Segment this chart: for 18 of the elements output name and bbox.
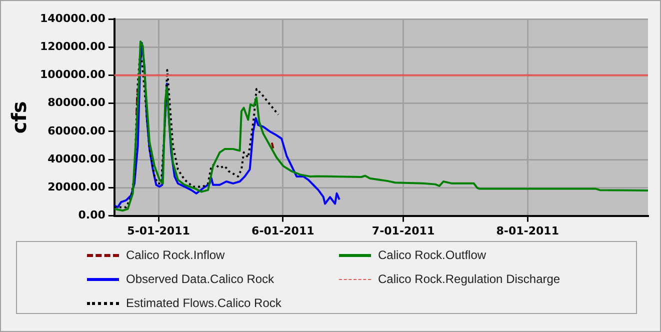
legend-label: Observed Data.Calico Rock [126, 272, 274, 286]
x-tick-label: 8-01-2011 [496, 224, 559, 238]
y-tick-label: 80000.00 [48, 96, 106, 110]
y-tick-label: 120000.00 [40, 40, 106, 53]
y-tick-label: 140000.00 [40, 12, 106, 25]
y-tick-label: 100000.00 [40, 68, 106, 82]
legend-label: Estimated Flows.Calico Rock [126, 296, 282, 310]
x-tick-label: 5-01-2011 [127, 224, 190, 238]
y-tick-label: 20000.00 [48, 180, 106, 194]
y-tick-label: 0.00 [78, 208, 106, 222]
y-tick-label: 60000.00 [48, 124, 106, 138]
y-tick-label: 40000.00 [48, 152, 106, 166]
x-tick-label: 6-01-2011 [252, 224, 314, 238]
legend-label: Calico Rock.Regulation Discharge [378, 272, 560, 286]
legend-label: Calico Rock.Inflow [126, 248, 225, 262]
x-tick-label: 7-01-2011 [372, 224, 435, 238]
legend-label: Calico Rock.Outflow [378, 248, 486, 262]
y-axis-title: cfs [7, 101, 32, 134]
